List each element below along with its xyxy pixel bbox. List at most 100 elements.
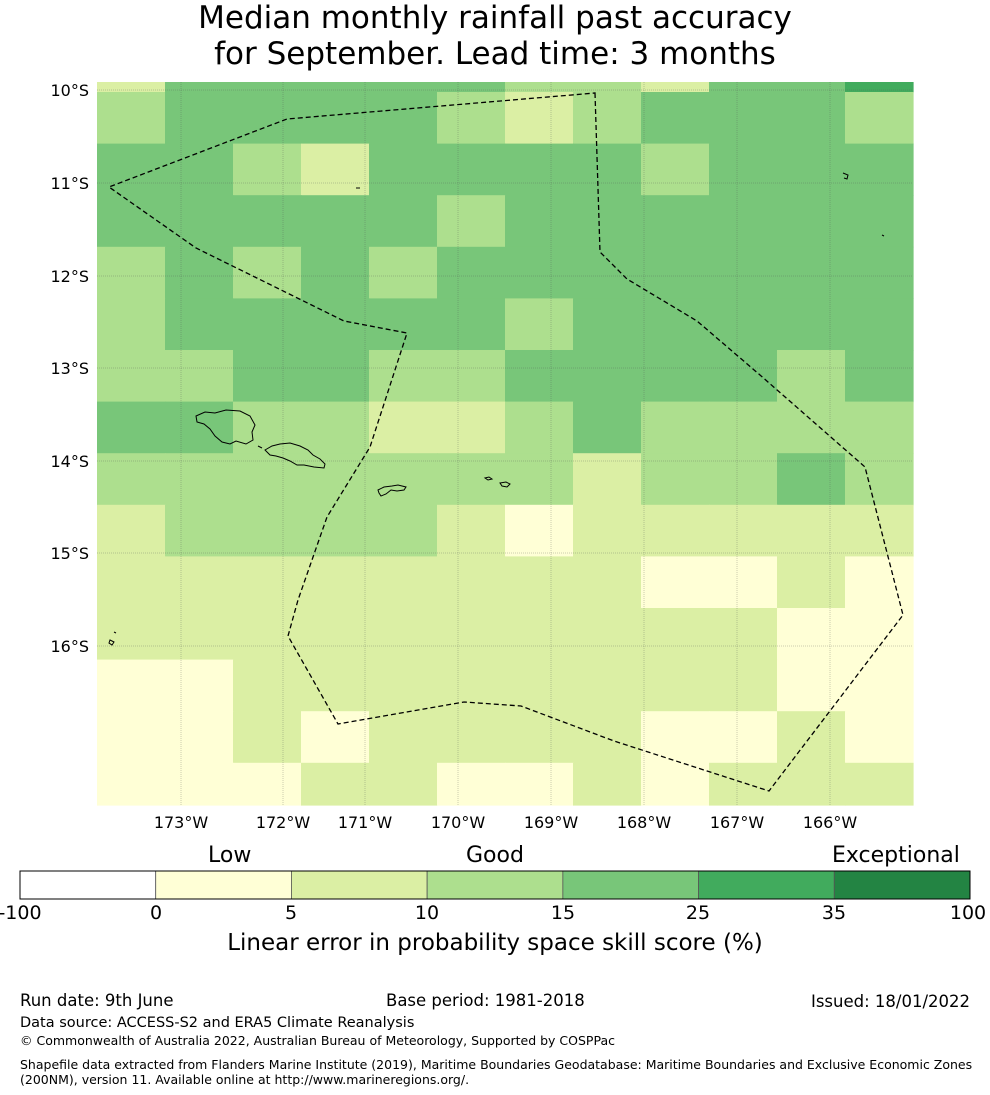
skill-cell: [97, 246, 166, 299]
skill-cell: [369, 195, 438, 248]
skill-cell: [641, 556, 710, 609]
tokelau-atoll: [842, 172, 849, 180]
skill-cell: [641, 92, 710, 145]
skill-cell: [777, 350, 846, 403]
colorbar-tick: 25: [685, 902, 711, 924]
skill-cell: [369, 608, 438, 661]
skill-cell: [505, 762, 574, 806]
colorbar-label-good: Good: [466, 843, 524, 868]
skill-cell: [573, 556, 642, 609]
skill-cell: [709, 298, 778, 351]
skill-cell: [777, 298, 846, 351]
skill-cell: [437, 504, 506, 557]
base-period: Base period: 1981-2018: [386, 991, 585, 1010]
skill-cell: [573, 143, 642, 196]
skill-cell: [709, 143, 778, 196]
skill-cell: [437, 195, 506, 248]
latitude-label: 10°S: [50, 81, 89, 100]
skill-cell: [845, 659, 914, 712]
colorbar-segment: [562, 870, 699, 900]
skill-cell: [165, 92, 234, 145]
longitude-label: 169°W: [524, 813, 579, 832]
skill-cell: [97, 762, 166, 806]
colorbar-tick: 35: [821, 902, 847, 924]
colorbar: [19, 870, 971, 900]
skill-cell: [301, 659, 370, 712]
latitude-label: 15°S: [50, 544, 89, 563]
skill-cell: [641, 608, 710, 661]
skill-cell: [777, 401, 846, 454]
skill-grid-cells: [97, 82, 914, 806]
skill-cell: [369, 82, 438, 93]
skill-cell: [641, 82, 710, 93]
tutuila-island: [377, 484, 407, 497]
skill-cell: [845, 92, 914, 145]
longitude-label: 171°W: [338, 813, 393, 832]
skill-cell: [777, 504, 846, 557]
skill-cell: [97, 298, 166, 351]
skill-cell: [777, 246, 846, 299]
map-gridlines: [97, 82, 913, 805]
skill-cell: [845, 762, 914, 806]
skill-cell: [845, 453, 914, 506]
wallis-futuna-islet-2: [113, 631, 117, 634]
skill-cell: [97, 82, 166, 93]
skill-cell: [573, 401, 642, 454]
skill-cell: [233, 711, 302, 764]
skill-cell: [573, 762, 642, 806]
skill-cell: [505, 556, 574, 609]
skill-cell: [165, 82, 234, 93]
longitude-label: 173°W: [154, 813, 209, 832]
tokelau-islet: [881, 234, 885, 237]
skill-cell: [301, 453, 370, 506]
skill-cell: [573, 298, 642, 351]
longitude-label: 168°W: [617, 813, 672, 832]
skill-cell: [709, 711, 778, 764]
colorbar-segment: [833, 870, 971, 900]
skill-cell: [641, 350, 710, 403]
skill-cell: [97, 504, 166, 557]
skill-cell: [233, 246, 302, 299]
skill-cell: [165, 504, 234, 557]
skill-cell: [505, 504, 574, 557]
skill-cell: [233, 401, 302, 454]
skill-cell: [709, 659, 778, 712]
colorbar-title: Linear error in probability space skill …: [227, 930, 763, 956]
skill-cell: [709, 401, 778, 454]
skill-cell: [97, 453, 166, 506]
skill-cell: [165, 298, 234, 351]
skill-cell: [97, 350, 166, 403]
skill-cell: [777, 82, 846, 93]
skill-cell: [369, 659, 438, 712]
skill-cell: [369, 556, 438, 609]
skill-cell: [641, 453, 710, 506]
skill-cell: [369, 350, 438, 403]
skill-cell: [301, 143, 370, 196]
skill-cell: [301, 762, 370, 806]
skill-cell: [437, 298, 506, 351]
skill-cell: [233, 143, 302, 196]
skill-cell: [165, 195, 234, 248]
skill-cell: [641, 195, 710, 248]
skill-cell: [505, 92, 574, 145]
skill-cell: [845, 143, 914, 196]
skill-cell: [777, 659, 846, 712]
latitude-label: 16°S: [50, 637, 89, 656]
skill-cell: [97, 711, 166, 764]
colorbar-tick: 0: [149, 902, 163, 924]
skill-cell: [97, 92, 166, 145]
title-line-2: for September. Lead time: 3 months: [214, 36, 776, 72]
skill-cell: [301, 82, 370, 93]
colorbar-label-low: Low: [208, 843, 252, 868]
skill-cell: [709, 92, 778, 145]
skill-cell: [437, 711, 506, 764]
skill-cell: [97, 608, 166, 661]
longitude-label: 170°W: [431, 813, 486, 832]
skill-cell: [233, 504, 302, 557]
longitude-label: 172°W: [256, 813, 311, 832]
skill-cell: [301, 556, 370, 609]
skill-cell: [97, 143, 166, 196]
skill-cell: [641, 401, 710, 454]
skill-cell: [505, 195, 574, 248]
skill-cell: [437, 143, 506, 196]
